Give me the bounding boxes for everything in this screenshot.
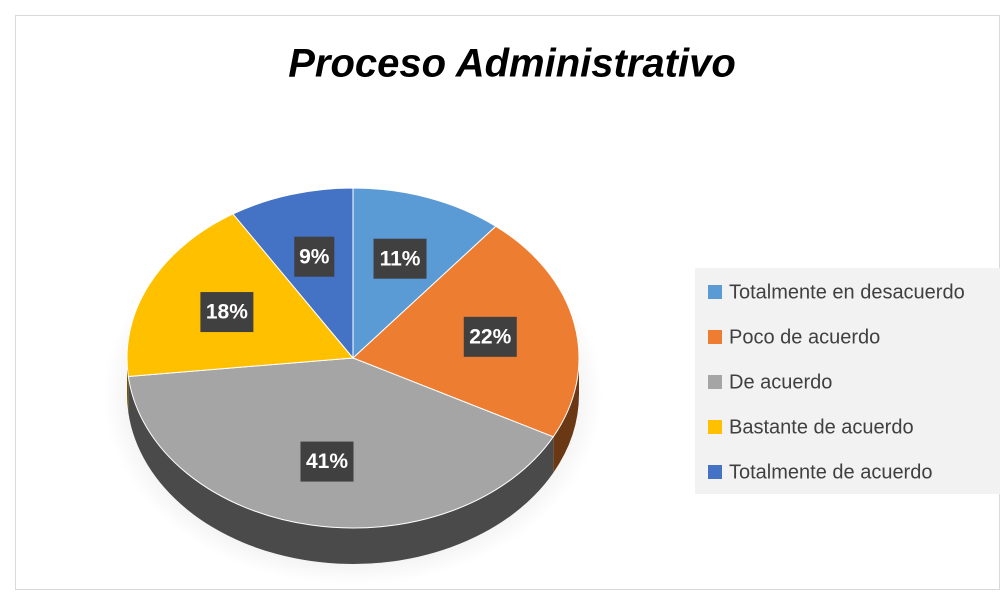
label-box	[463, 316, 517, 357]
data-label: 18%	[206, 301, 248, 324]
legend-label: Bastante de acuerdo	[729, 416, 914, 438]
data-label: 9%	[299, 245, 330, 268]
legend-swatch	[708, 375, 722, 389]
data-labels: 11% 22% 41% 18% 9%	[200, 236, 517, 482]
pie-side	[128, 376, 554, 565]
legend-label: Totalmente de acuerdo	[729, 461, 932, 483]
legend: Totalmente en desacuerdo Poco de acuerdo D…	[708, 281, 965, 483]
legend-swatch	[708, 330, 722, 344]
data-label: 41%	[306, 450, 348, 473]
chart-title: Proceso Administrativo	[288, 42, 736, 86]
legend-swatch	[708, 285, 722, 299]
legend-swatch	[708, 465, 722, 479]
legend-label: Poco de acuerdo	[729, 326, 880, 348]
legend-swatch	[708, 420, 722, 434]
data-label: 22%	[469, 325, 511, 348]
data-label: 11%	[380, 247, 421, 270]
pie-slice	[232, 187, 354, 360]
label-box	[200, 292, 254, 333]
label-box	[300, 441, 354, 482]
legend-label: Totalmente en desacuerdo	[729, 281, 965, 303]
legend-label: De acuerdo	[729, 371, 832, 393]
label-box	[373, 238, 427, 279]
label-box	[294, 236, 335, 277]
legend-box	[695, 268, 1000, 494]
